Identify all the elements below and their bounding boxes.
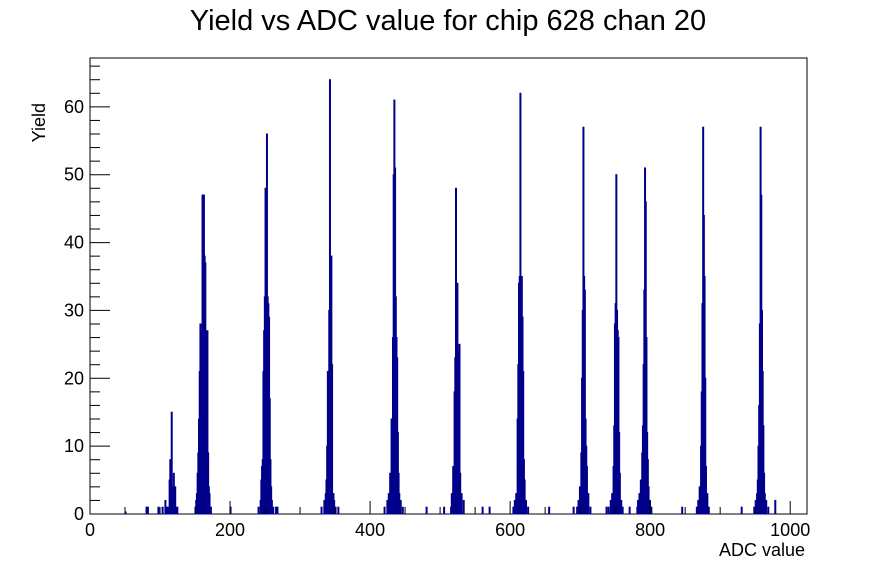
histogram-bin: [763, 493, 766, 515]
histogram-bin: [176, 506, 179, 515]
histogram-bin: [323, 499, 326, 515]
y-tick-label: 20: [64, 368, 84, 388]
histogram-bin: [275, 506, 278, 515]
histogram-bin: [460, 493, 463, 515]
histogram-bin: [450, 493, 453, 515]
histogram-bin: [257, 506, 260, 515]
histogram-bin: [443, 506, 446, 515]
histogram-bin: [697, 499, 700, 515]
histogram-bin: [698, 486, 701, 515]
histogram-bin: [527, 506, 530, 515]
histogram-bin: [276, 506, 279, 515]
histogram-bin: [390, 418, 393, 515]
histogram-bin: [481, 506, 484, 515]
histogram-bin: [765, 499, 768, 515]
histogram-bin: [585, 466, 588, 515]
histogram-bin: [157, 506, 160, 515]
histogram-bin: [209, 506, 212, 515]
y-tick-label: 10: [64, 436, 84, 456]
histogram-bin: [452, 466, 455, 515]
histogram-bin: [270, 499, 273, 515]
histogram-bin: [639, 479, 642, 515]
histogram-bin: [589, 506, 592, 515]
histogram-bin: [681, 506, 684, 515]
histogram-bin: [387, 493, 390, 515]
y-tick-label: 60: [64, 97, 84, 117]
histogram-bin: [753, 506, 756, 515]
histogram-bin: [587, 493, 590, 515]
histogram-bin: [576, 506, 579, 515]
x-axis-label: ADC value: [719, 540, 805, 560]
x-tick-label: 400: [355, 520, 385, 540]
histogram-bin: [607, 506, 610, 515]
histogram-bin: [628, 506, 631, 515]
histogram-bin: [145, 506, 148, 515]
histogram-bin: [425, 506, 428, 515]
histogram-bin: [515, 493, 518, 515]
chart-title: Yield vs ADC value for chip 628 chan 20: [190, 5, 706, 37]
histogram-bin: [146, 506, 149, 515]
histogram-bin: [609, 499, 612, 515]
histogram-bin: [174, 506, 177, 515]
histogram-bin: [611, 493, 614, 515]
y-axis-ticks: 0 10 20 30 40 50 60: [64, 65, 110, 524]
histogram-bin: [620, 499, 623, 515]
histogram-bin: [605, 506, 608, 515]
x-axis-ticks: 0 200 400 600 800 1000: [85, 501, 810, 540]
histogram-bin: [572, 506, 575, 515]
histogram-bin: [695, 506, 698, 515]
histogram-bin: [650, 506, 653, 515]
histogram-bin: [523, 479, 526, 515]
y-tick-label: 30: [64, 300, 84, 320]
histogram-bin: [164, 499, 167, 515]
histogram-bin: [331, 364, 334, 515]
histogram-bin: [337, 506, 340, 515]
histogram-bin: [706, 493, 709, 515]
histogram-bin: [320, 506, 323, 515]
y-tick-label: 40: [64, 233, 84, 253]
y-axis-label: Yield: [29, 103, 49, 142]
histogram-bin: [462, 499, 465, 515]
histogram-bin: [488, 506, 491, 515]
histogram-bin: [647, 486, 650, 515]
histogram-bin: [386, 499, 389, 515]
histogram-bin: [707, 506, 710, 515]
histogram-bin: [512, 506, 515, 515]
histogram-bin: [401, 506, 404, 515]
histogram-bin: [398, 493, 401, 515]
histogram-bin: [399, 499, 402, 515]
histogram-bin: [272, 506, 275, 515]
histogram-bin: [621, 506, 624, 515]
histogram-bin: [333, 499, 336, 515]
histogram-bin: [704, 466, 707, 515]
histogram-bin: [167, 506, 170, 515]
histogram-bin: [548, 506, 551, 515]
histogram-bin: [767, 506, 770, 515]
x-tick-label: 600: [495, 520, 525, 540]
histogram-bars: [124, 79, 777, 515]
histogram-bin: [774, 499, 777, 515]
histogram-bin: [525, 499, 528, 515]
x-tick-label: 800: [635, 520, 665, 540]
histogram-bin: [383, 506, 386, 515]
plot-frame: [89, 57, 808, 515]
x-tick-label: 200: [215, 520, 245, 540]
histogram-bin: [577, 499, 580, 515]
histogram-bin: [638, 493, 641, 515]
histogram-bin: [165, 506, 168, 515]
y-tick-label: 0: [74, 504, 84, 524]
histogram-bin: [740, 506, 743, 515]
histogram-bin: [459, 472, 462, 515]
histogram-bin: [161, 506, 164, 515]
y-tick-label: 50: [64, 165, 84, 185]
histogram-bin: [637, 499, 640, 515]
x-tick-label: 0: [85, 520, 95, 540]
histogram-bin: [513, 499, 516, 515]
histogram-bin: [389, 472, 392, 515]
histogram-bin: [618, 472, 621, 515]
x-tick-label: 1000: [770, 520, 810, 540]
